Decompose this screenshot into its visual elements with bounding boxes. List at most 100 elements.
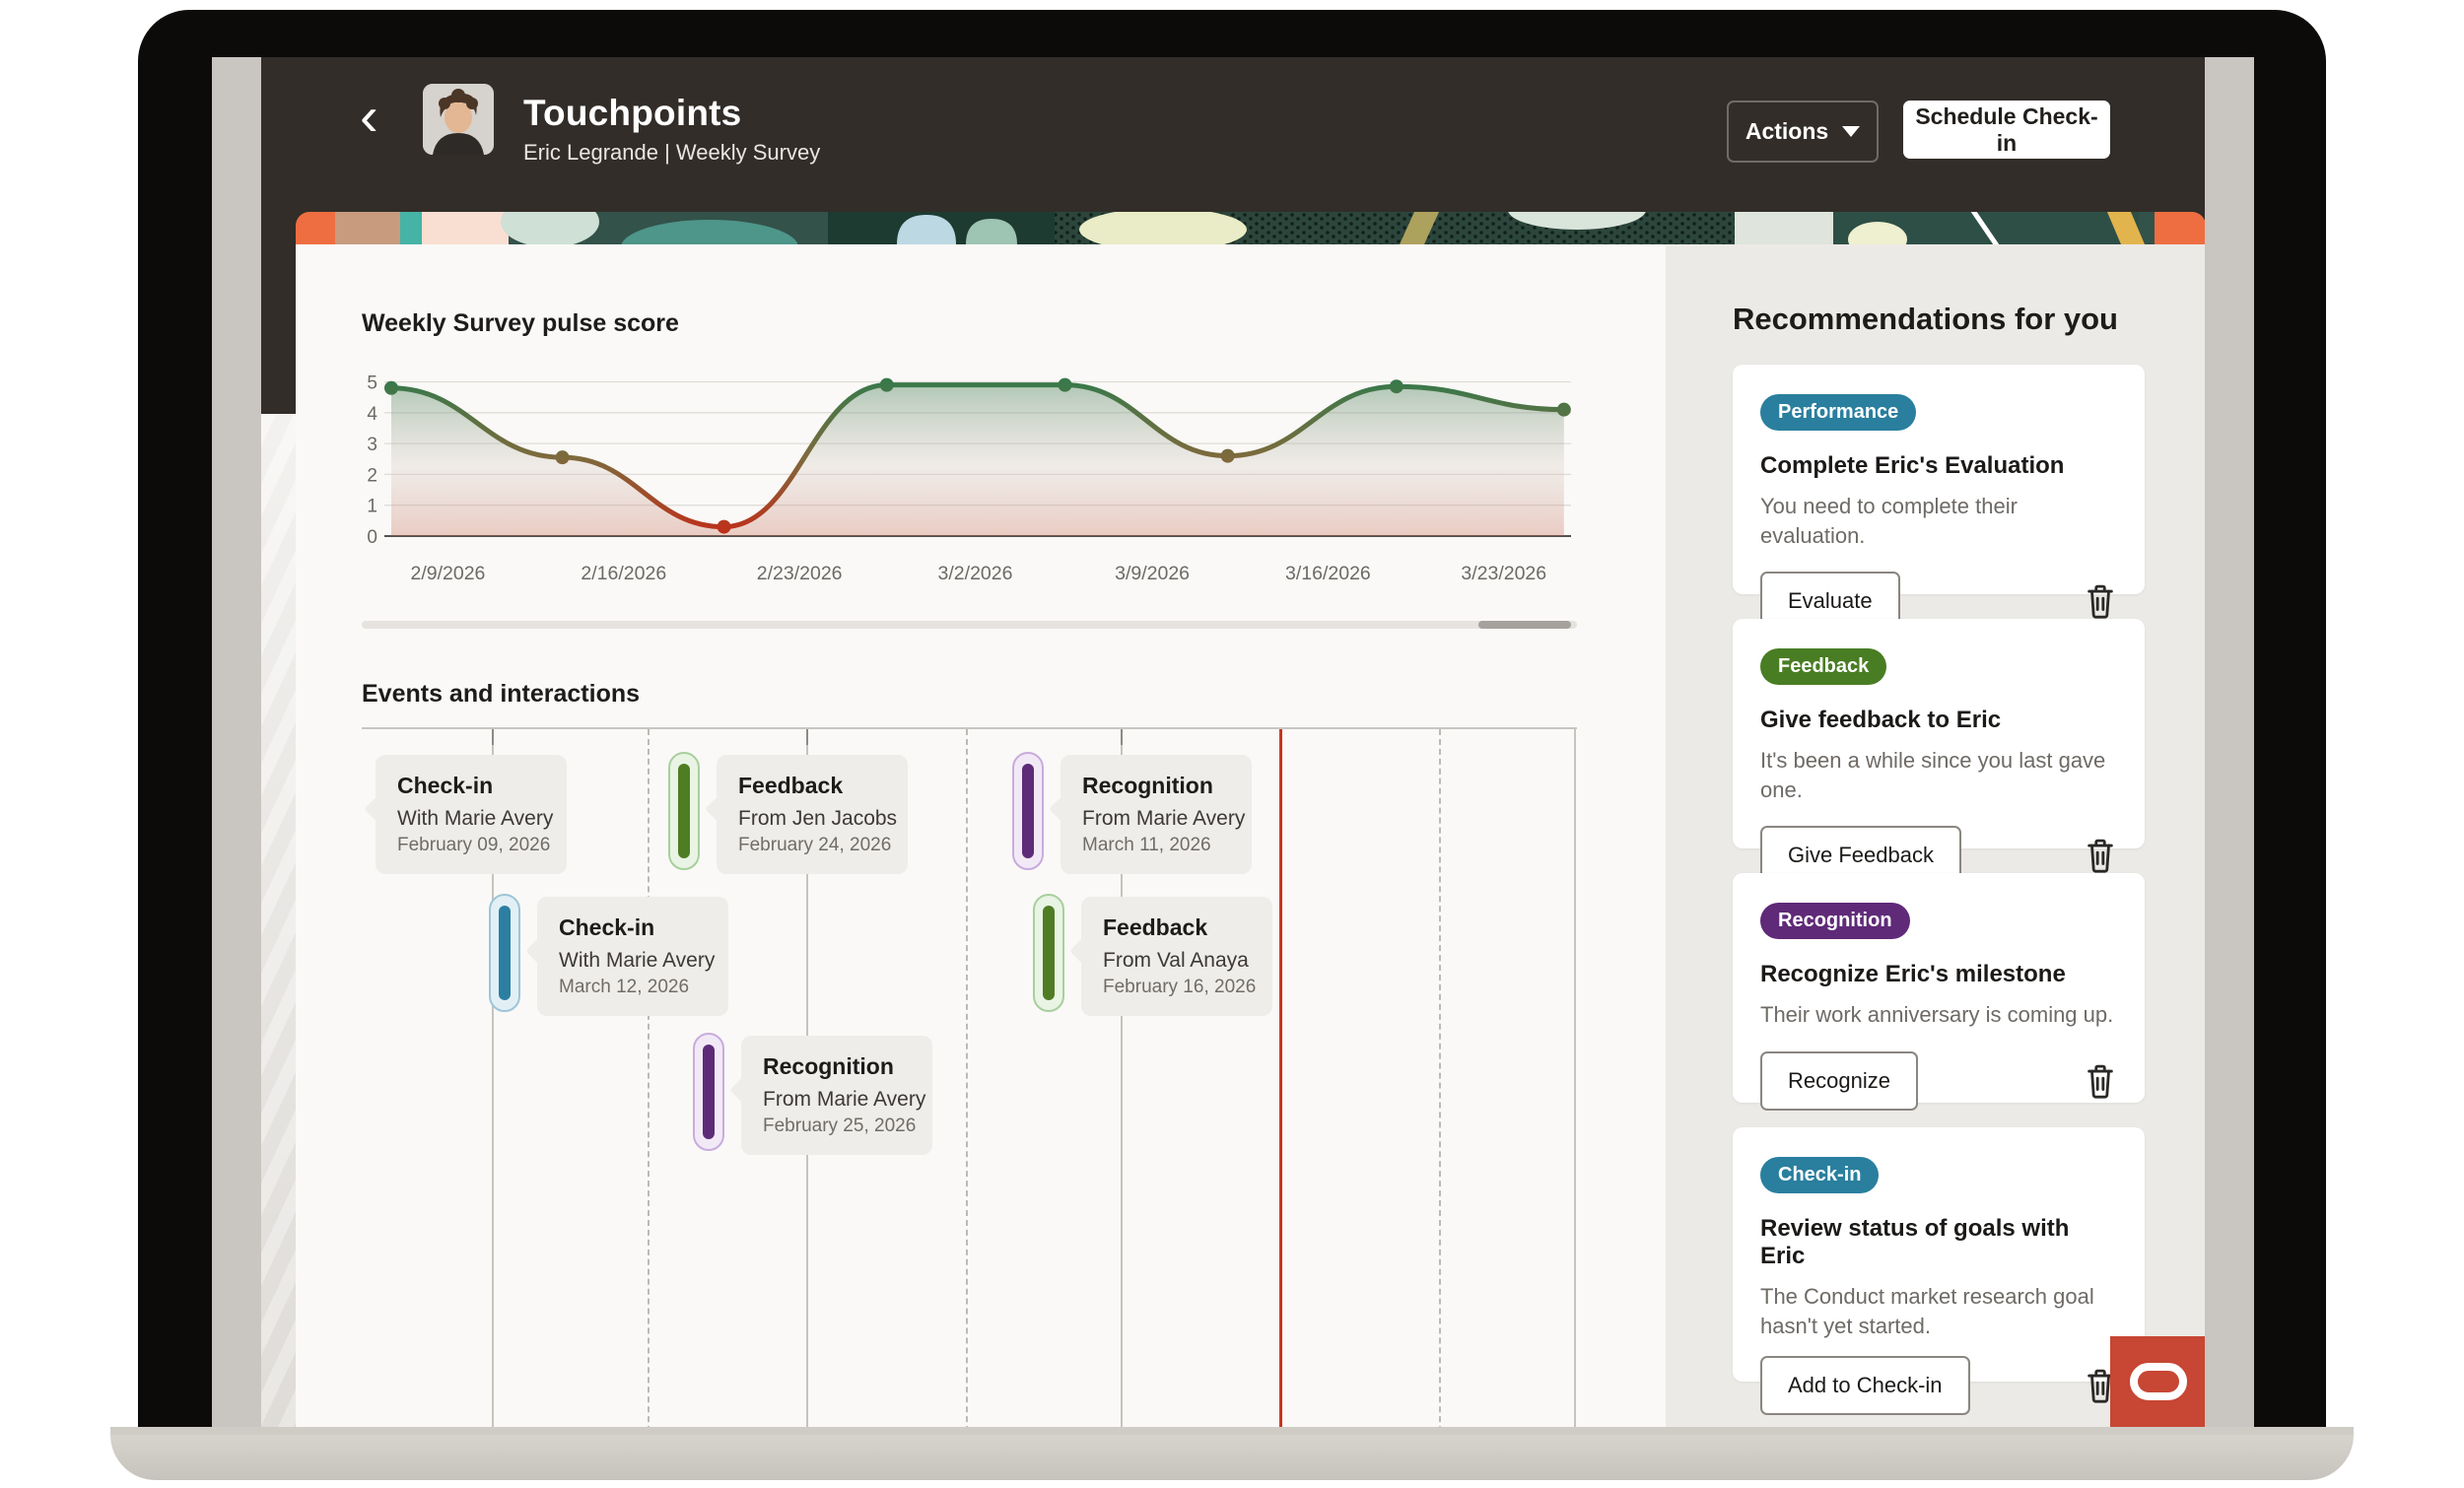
pulse-score-heading: Weekly Survey pulse score (362, 309, 679, 337)
laptop-bezel-right (2205, 57, 2254, 1427)
timeline-tick (806, 729, 808, 745)
chart-scrollbar[interactable] (362, 621, 1577, 629)
recommendations-heading: Recommendations for you (1733, 302, 2118, 336)
back-button[interactable]: ‹ (360, 85, 378, 147)
event-type: Recognition (1082, 773, 1213, 798)
timeline-tick (492, 729, 494, 745)
recommendation-card: Check-in Review status of goals with Eri… (1733, 1127, 2145, 1416)
trash-icon[interactable] (2084, 582, 2117, 620)
svg-text:2/9/2026: 2/9/2026 (411, 563, 486, 584)
svg-text:0: 0 (367, 527, 377, 548)
timeline-gridline (1439, 729, 1441, 1427)
svg-text:3/9/2026: 3/9/2026 (1115, 563, 1190, 584)
badge-performance: Performance (1760, 394, 1917, 431)
add-to-checkin-button[interactable]: Add to Check-in (1760, 1356, 1970, 1416)
actions-button[interactable]: Actions (1727, 101, 1879, 163)
event-date: March 12, 2026 (559, 977, 690, 997)
event-type: Feedback (1103, 914, 1208, 940)
laptop-base (110, 1427, 2354, 1480)
event-card[interactable]: Feedback From Val Anaya February 16, 202… (1081, 897, 1272, 1016)
laptop-bezel-left (212, 57, 261, 1427)
svg-text:1: 1 (367, 497, 377, 517)
event-subtitle: From Jen Jacobs (738, 807, 898, 830)
svg-text:5: 5 (367, 373, 377, 394)
page-title: Touchpoints (523, 93, 742, 133)
event-type: Recognition (763, 1053, 894, 1079)
timeline-today-line (1279, 729, 1282, 1427)
oracle-logo (2110, 1336, 2205, 1427)
event-type: Feedback (738, 773, 844, 798)
timeline-gridline (1121, 729, 1123, 1427)
event-date: February 25, 2026 (763, 1116, 917, 1136)
svg-text:2/16/2026: 2/16/2026 (581, 563, 666, 584)
event-card[interactable]: Feedback From Jen Jacobs February 24, 20… (717, 755, 908, 874)
timeline-gridline (966, 729, 968, 1427)
svg-text:2/23/2026: 2/23/2026 (757, 563, 843, 584)
chart-scrollbar-thumb[interactable] (1478, 621, 1571, 629)
event-card[interactable]: Check-in With Marie Avery February 09, 2… (376, 755, 567, 874)
trash-icon[interactable] (2084, 1062, 2117, 1100)
chevron-down-icon (1842, 126, 1861, 137)
svg-text:3: 3 (367, 435, 377, 455)
recommendation-description: The Conduct market research goal hasn't … (1760, 1284, 2094, 1338)
event-type: Check-in (397, 773, 494, 798)
recommendation-card: Performance Complete Eric's Evaluation Y… (1733, 365, 2145, 632)
svg-text:4: 4 (367, 404, 377, 425)
actions-button-label: Actions (1745, 118, 1829, 144)
recommendation-card: Feedback Give feedback to Eric It's been… (1733, 619, 2145, 886)
event-pill-recognition[interactable] (693, 1033, 724, 1151)
trash-icon[interactable] (2084, 837, 2117, 874)
badge-checkin: Check-in (1760, 1157, 1880, 1193)
oracle-o-icon (2129, 1363, 2187, 1400)
event-subtitle: With Marie Avery (397, 807, 554, 830)
event-subtitle: From Marie Avery (1082, 807, 1246, 830)
chart-data-points (384, 377, 1571, 534)
event-card[interactable]: Recognition From Marie Avery March 11, 2… (1061, 755, 1252, 874)
event-type: Check-in (559, 914, 655, 940)
event-date: February 24, 2026 (738, 835, 892, 855)
event-date: February 16, 2026 (1103, 977, 1257, 997)
svg-text:2: 2 (367, 465, 377, 486)
recommendations-panel: Recommendations for you Performance Comp… (1666, 244, 2205, 1427)
recommendation-description: You need to complete their evaluation. (1760, 494, 2018, 548)
event-pill-feedback[interactable] (1033, 894, 1064, 1012)
trash-icon[interactable] (2084, 1367, 2117, 1404)
events-timeline: Check-in With Marie Avery February 09, 2… (362, 727, 1577, 1427)
screen: ‹ Touchpoints Eric Legrande | Weekly Sur… (261, 57, 2205, 1427)
timeline-tick (1121, 729, 1123, 745)
pulse-score-chart: 5 4 3 2 1 0 2/9/2026 2/16/2026 2/23/2026 3/2/202… (355, 351, 1583, 607)
content-card: Weekly Survey pulse score (296, 212, 2205, 1427)
decorative-banner (296, 212, 2205, 244)
event-card[interactable]: Check-in With Marie Avery March 12, 2026 (537, 897, 728, 1016)
recommendation-description: It's been a while since you last gave on… (1760, 748, 2106, 802)
event-card[interactable]: Recognition From Marie Avery February 25… (741, 1036, 932, 1155)
avatar-illustration (423, 84, 494, 155)
svg-text:3/23/2026: 3/23/2026 (1461, 563, 1546, 584)
recommendation-card: Recognition Recognize Eric's milestone T… (1733, 873, 2145, 1111)
chart-line (388, 382, 1567, 530)
timeline-gridline (492, 729, 494, 1427)
event-pill-feedback[interactable] (668, 752, 700, 870)
recommendation-description: Their work anniversary is coming up. (1760, 1002, 2114, 1027)
svg-text:3/2/2026: 3/2/2026 (938, 563, 1013, 584)
badge-feedback: Feedback (1760, 648, 1887, 685)
timeline-gridline (648, 729, 650, 1427)
schedule-checkin-button[interactable]: Schedule Check-in (1903, 101, 2110, 159)
recommendation-title: Complete Eric's Evaluation (1760, 452, 2065, 479)
chart-area-fill (391, 384, 1564, 536)
event-pill-checkin[interactable] (489, 894, 520, 1012)
event-subtitle: From Val Anaya (1103, 949, 1249, 972)
badge-recognition: Recognition (1760, 903, 1910, 939)
recommendation-title: Review status of goals with Eric (1760, 1215, 2070, 1269)
event-date: February 09, 2026 (397, 835, 551, 855)
chart-y-axis-labels: 5 4 3 2 1 0 (367, 373, 377, 549)
timeline-gridline (1574, 729, 1576, 1427)
main-panel: Weekly Survey pulse score (296, 244, 1666, 1427)
events-heading: Events and interactions (362, 680, 641, 708)
event-date: March 11, 2026 (1082, 835, 1211, 855)
svg-text:3/16/2026: 3/16/2026 (1285, 563, 1371, 584)
recognize-button[interactable]: Recognize (1760, 1050, 1918, 1111)
event-pill-recognition[interactable] (1012, 752, 1044, 870)
avatar (423, 84, 494, 155)
